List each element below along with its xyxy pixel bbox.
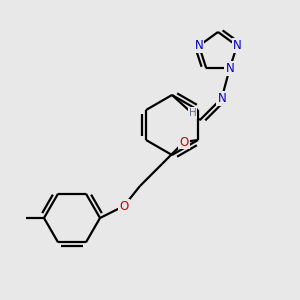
Text: O: O [179,136,189,148]
Text: H: H [189,108,196,118]
Text: O: O [119,200,129,212]
Text: N: N [225,62,234,75]
Text: N: N [218,92,226,105]
Text: N: N [232,39,242,52]
Text: N: N [195,39,203,52]
